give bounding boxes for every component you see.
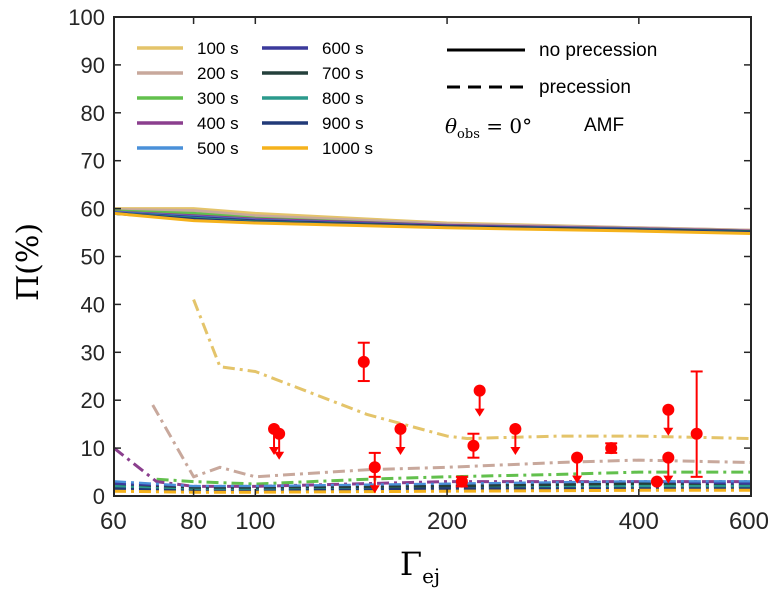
legend-label-500s: 500 s [197, 139, 239, 158]
y-tick-label: 60 [81, 197, 105, 222]
x-tick-label: 100 [235, 508, 275, 535]
upper-limit-arrow-head [474, 408, 485, 417]
legend-label-600s: 600 s [322, 39, 364, 58]
observation-point [662, 451, 675, 464]
time-legend: 100 s 200 s 300 s 400 s 500 s 600 s 700 s 800 s… [137, 39, 373, 158]
upper-limit-arrow-head [274, 451, 285, 460]
observation-point [473, 384, 486, 397]
observation-point [605, 442, 618, 455]
legend-label-100s: 100 s [197, 39, 239, 58]
upper-limit-arrow-head [572, 475, 583, 484]
y-tick-label: 50 [81, 245, 105, 270]
observation-point [368, 461, 381, 474]
observation-point [650, 475, 663, 488]
legend-label-300s: 300 s [197, 89, 239, 108]
y-tick-label: 90 [81, 53, 105, 78]
x-tick-label: 200 [427, 508, 467, 535]
legend-label-400s: 400 s [197, 114, 239, 133]
y-tick-label: 20 [81, 388, 105, 413]
upper-limit-arrow-head [663, 427, 674, 436]
legend-label-1000s: 1000 s [322, 139, 373, 158]
x-tick-label: 400 [619, 508, 659, 535]
upper-limit-arrow-head [369, 485, 380, 494]
legend-label-200s: 200 s [197, 64, 239, 83]
observation-points [268, 341, 703, 494]
observation-point [455, 475, 468, 488]
axis-ticks [113, 16, 752, 497]
precession-curve-300s [156, 470, 751, 486]
observation-point [662, 403, 675, 416]
y-tick-labels: 0 10 20 30 40 50 60 70 80 90 100 [68, 5, 105, 509]
legend-label-700s: 700 s [322, 64, 364, 83]
y-tick-label: 40 [81, 292, 105, 317]
y-tick-label: 80 [81, 101, 105, 126]
precession-curve-1000s [114, 488, 751, 494]
y-tick-label: 10 [81, 436, 105, 461]
solid-line-label: no precession [539, 40, 657, 61]
precession-curve-200s [151, 404, 751, 479]
x-tick-label: 60 [100, 508, 127, 535]
theta-annotation: θobs = 0° [445, 114, 532, 142]
model-annotation: AMF [584, 115, 624, 136]
observation-point [357, 355, 370, 368]
dashed-line-label: precession [539, 77, 631, 98]
observation-point [394, 422, 407, 435]
x-tick-label: 80 [180, 508, 207, 535]
upper-limit-arrow-head [269, 446, 280, 455]
observation-point [690, 427, 703, 440]
y-tick-label: 0 [93, 484, 105, 509]
observation-point [273, 427, 286, 440]
x-tick-labels: 60 80 100 200 400 600 [100, 508, 769, 535]
style-legend: no precession precession [447, 40, 657, 98]
x-tick-label: 600 [729, 508, 769, 535]
upper-limit-arrow-head [510, 446, 521, 455]
observation-point [509, 422, 522, 435]
y-axis-label: Π(%) [11, 223, 46, 301]
legend-label-800s: 800 s [322, 89, 364, 108]
precession-curve-100s [192, 299, 751, 440]
upper-limit-arrow-head [395, 446, 406, 455]
upper-limit-arrow-head [663, 475, 674, 484]
precession-curves [114, 299, 751, 494]
y-tick-label: 30 [81, 340, 105, 365]
precession-curve-400s [114, 446, 751, 488]
observation-point [467, 439, 480, 452]
no-precession-curve-1000s [114, 211, 751, 235]
observation-point [571, 451, 584, 464]
y-tick-label: 100 [68, 5, 105, 30]
y-tick-label: 70 [81, 149, 105, 174]
x-axis-label: Γej [400, 545, 440, 588]
legend-label-900s: 900 s [322, 114, 364, 133]
no-precession-curves [114, 207, 751, 235]
